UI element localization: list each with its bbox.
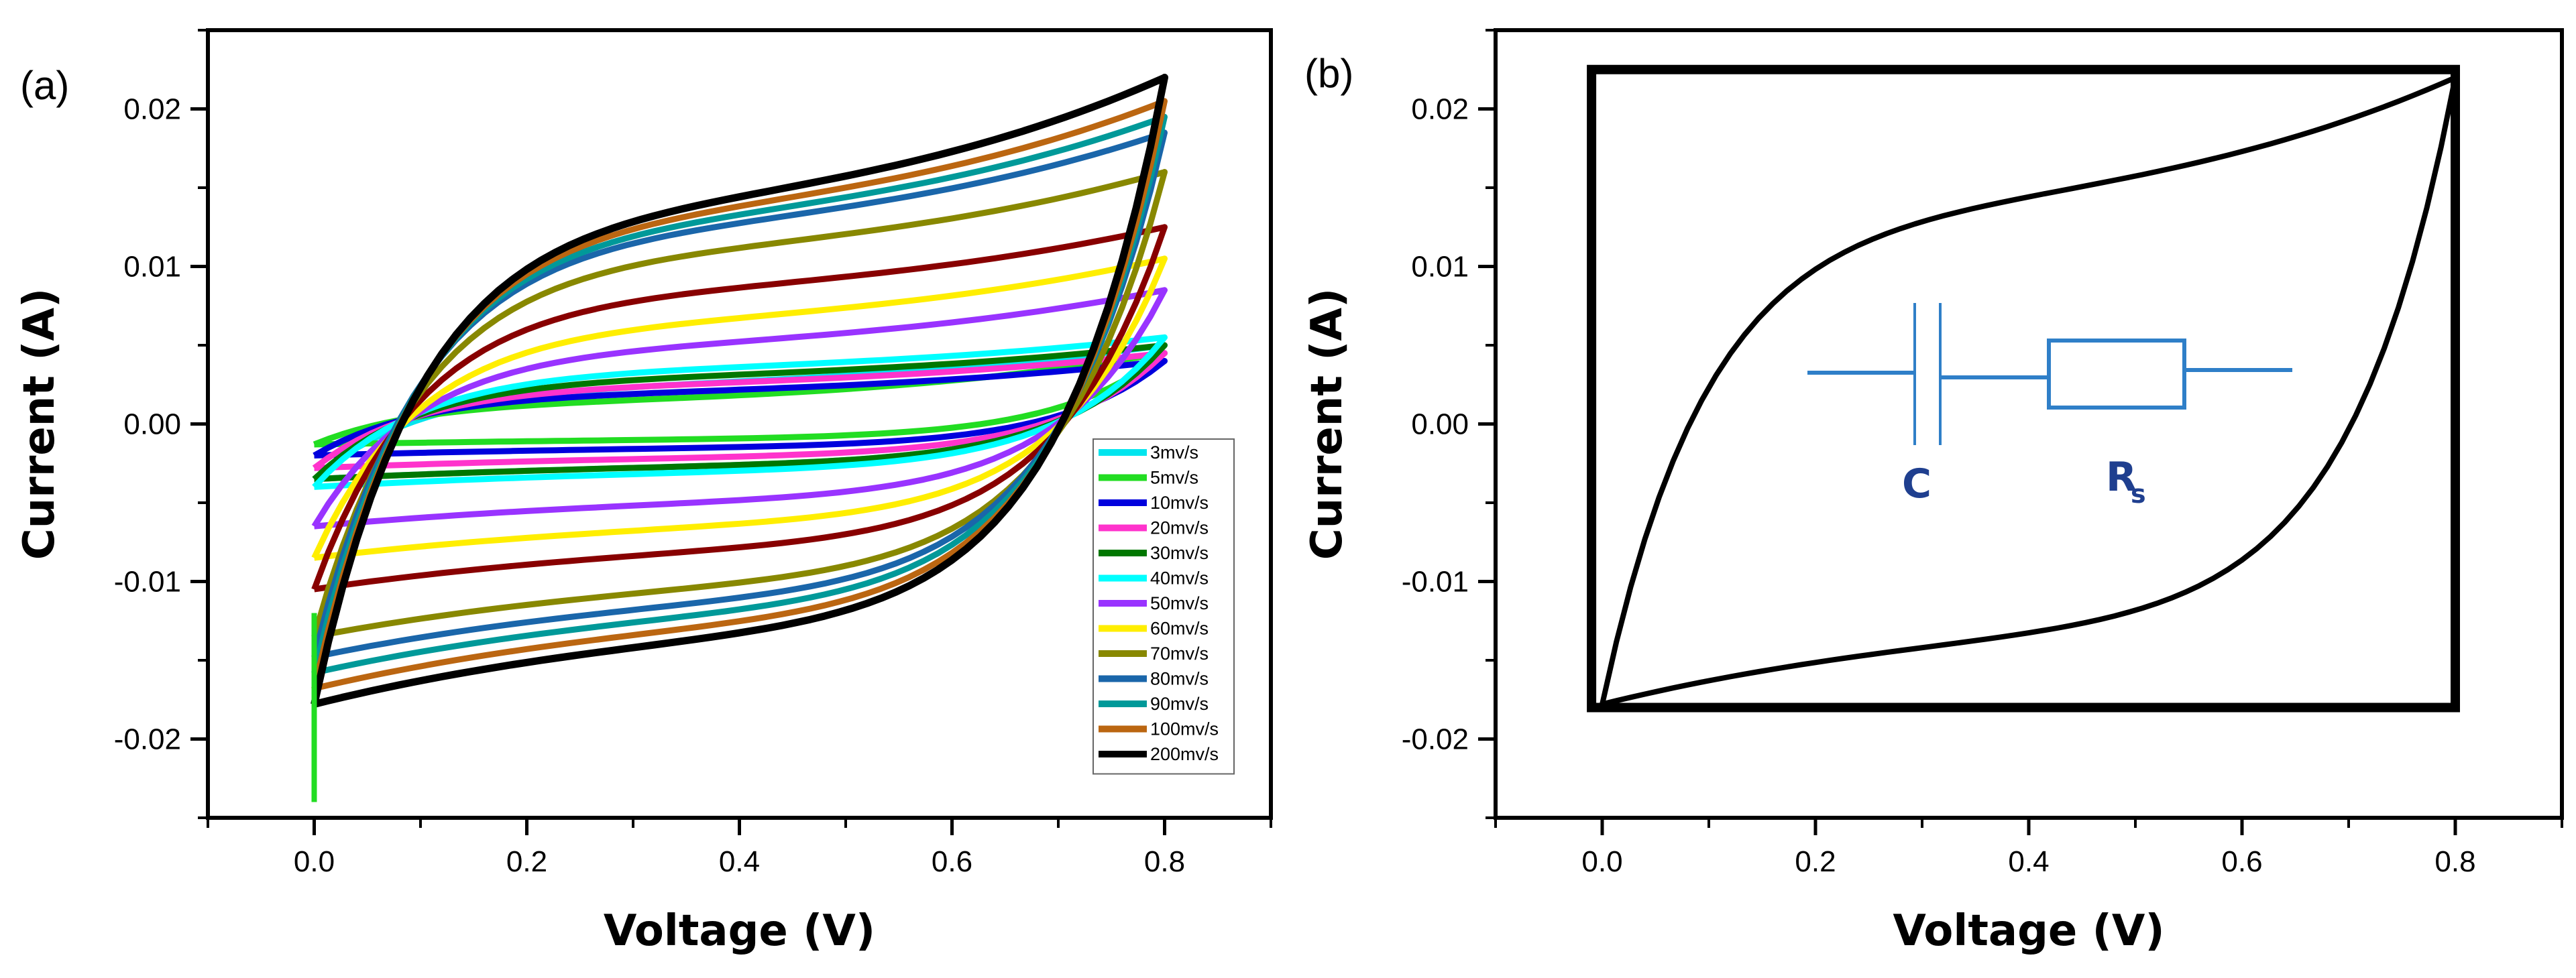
- cv-curve-200mv-s: [311, 98, 1168, 692]
- cv-curve-90mv-s: [311, 129, 1168, 660]
- cv-curve-100mv-s: [311, 113, 1168, 676]
- panel-a-curves: [311, 74, 1168, 802]
- y-tick-label: -0.01: [1402, 566, 1469, 599]
- y-tick-label: 0.02: [123, 93, 181, 126]
- legend-entry-label: 100mv/s: [1150, 719, 1219, 739]
- cv-curve-70mv-s: [311, 224, 1168, 593]
- panel-a-ticks: 0.0 0.2 0.4 0.6 0.8 -0.02 -0.01 0.00 0.01 0.02: [114, 29, 1272, 878]
- x-tick-label: 0.8: [2434, 845, 2475, 878]
- legend-entry-label: 50mv/s: [1150, 593, 1209, 613]
- capacitor-label: C: [1902, 461, 1931, 507]
- y-tick-label: 0.01: [1411, 251, 1469, 284]
- cv-curve-30mv-s: [312, 342, 1168, 483]
- y-tick-label: 0.00: [123, 408, 181, 441]
- legend-entry-label: 90mv/s: [1150, 694, 1209, 714]
- legend-entry-label: 40mv/s: [1150, 568, 1209, 589]
- y-tick-label: 0.00: [1411, 408, 1469, 441]
- panel-a-label: (a): [20, 63, 69, 108]
- legend-entry-label: 30mv/s: [1150, 543, 1209, 563]
- panel-b-ideal-rectangle: [1587, 64, 2461, 713]
- panel-b-y-axis-title: Current (A): [1302, 288, 1352, 560]
- y-tick-label: -0.01: [114, 566, 181, 599]
- x-tick-label: 0.6: [2221, 845, 2262, 878]
- panel-b: (b) 0.0 0.2 0.4 0.6 0.8-0.02-0.010.000.010.0…: [1302, 28, 2564, 956]
- y-tick-label: -0.02: [114, 723, 181, 756]
- y-tick-label: 0.02: [1411, 93, 1469, 126]
- legend-entry-label: 200mv/s: [1150, 744, 1219, 764]
- x-tick-label: 0.0: [1581, 845, 1622, 878]
- resistor-symbol: [2047, 339, 2186, 410]
- panel-b-x-axis-title: Voltage (V): [1893, 906, 2164, 956]
- x-tick-label: 0.2: [1795, 845, 1836, 878]
- x-tick-label: 0.0: [294, 845, 335, 878]
- y-tick-label: 0.01: [123, 251, 181, 284]
- legend-entry-label: 10mv/s: [1150, 493, 1209, 513]
- legend-entry-label: 80mv/s: [1150, 669, 1209, 689]
- y-tick-label: -0.02: [1402, 723, 1469, 756]
- cv-curve-40mv-s: [312, 334, 1168, 490]
- panel-a-y-axis-title: Current (A): [15, 288, 64, 560]
- resistor-subscript: s: [2131, 479, 2146, 509]
- legend-entry-label: 20mv/s: [1150, 518, 1209, 538]
- ideal-capacitor-rectangle: [1587, 64, 2461, 713]
- x-tick-label: 0.6: [932, 845, 972, 878]
- cv-curve-20mv-s: [312, 350, 1168, 471]
- x-tick-label: 0.4: [719, 845, 760, 878]
- cv-curve-80mv-s: [311, 169, 1168, 639]
- x-tick-label: 0.8: [1144, 845, 1185, 878]
- panel-b-frame: [1494, 28, 2564, 820]
- x-tick-label: 0.2: [506, 845, 547, 878]
- legend-entry-label: 5mv/s: [1150, 468, 1198, 488]
- panel-b-curves: [1600, 74, 2458, 707]
- legend: 3mv/s 5mv/s 10mv/s 20mv/s 30mv/s 40mv/s 50mv/s…: [1093, 438, 1235, 775]
- cv-curve-50mv-s: [311, 287, 1168, 530]
- panel-a: (a) 0.0 0.2 0.4 0.6 0.8-0.02-0.010.000.010.0…: [15, 28, 1273, 956]
- cv-curve-200mv-s: [311, 74, 1168, 708]
- panel-a-x-axis-title: Voltage (V): [604, 906, 875, 956]
- equivalent-circuit: C R s: [1807, 303, 2292, 509]
- cv-curve-measured: [1600, 74, 2458, 707]
- panel-b-label: (b): [1304, 51, 1353, 96]
- resistor-label: R: [2106, 454, 2137, 501]
- legend-entry-label: 70mv/s: [1150, 644, 1209, 664]
- panel-b-ticks: 0.0 0.2 0.4 0.6 0.8 -0.02 -0.01 0.00 0.01 0.02: [1402, 29, 2563, 878]
- legend-entry-label: 3mv/s: [1150, 442, 1198, 463]
- legend-entry-label: 60mv/s: [1150, 619, 1209, 639]
- x-tick-label: 0.4: [2008, 845, 2049, 878]
- cv-curve-60mv-s: [311, 255, 1168, 561]
- cv-curve-10mv-s: [313, 358, 1168, 459]
